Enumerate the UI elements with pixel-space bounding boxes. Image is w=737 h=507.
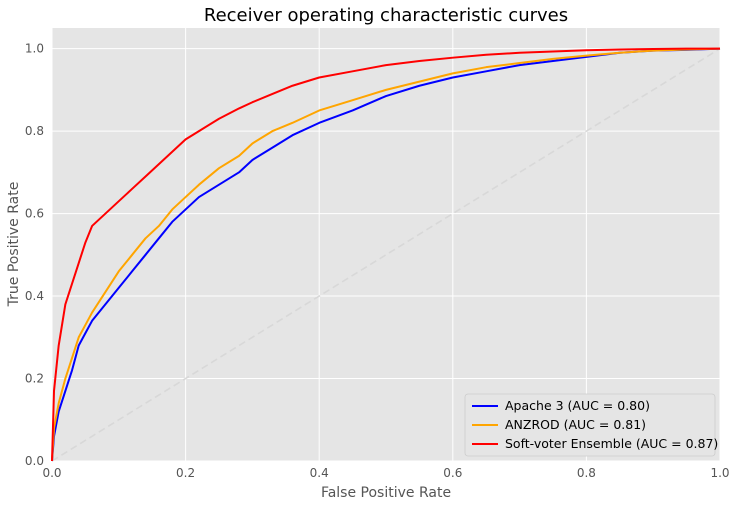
series-line-1 bbox=[51, 47, 721, 462]
x-tick-label: 0.2 bbox=[176, 466, 195, 480]
y-tick-labels: 0.0 0.2 0.4 0.6 0.8 1.0 bbox=[25, 42, 44, 468]
y-tick-label: 0.2 bbox=[25, 372, 44, 386]
series-line-0 bbox=[51, 47, 721, 462]
x-tick-label: 1.0 bbox=[710, 466, 729, 480]
legend-label: ANZROD (AUC = 0.81) bbox=[505, 417, 646, 432]
y-tick-label: 0.8 bbox=[25, 124, 44, 138]
y-tick-label: 1.0 bbox=[25, 42, 44, 56]
y-tick-label: 0.6 bbox=[25, 207, 44, 221]
legend-label: Soft-voter Ensemble (AUC = 0.87) bbox=[505, 436, 718, 451]
series-lines bbox=[51, 47, 721, 462]
x-axis-label: False Positive Rate bbox=[321, 485, 451, 501]
grid-lines bbox=[51, 28, 721, 462]
y-tick-label: 0.4 bbox=[25, 289, 44, 303]
x-tick-label: 0.6 bbox=[443, 466, 462, 480]
x-tick-labels: 0.0 0.2 0.4 0.6 0.8 1.0 bbox=[42, 466, 729, 480]
x-tick-label: 0.0 bbox=[42, 466, 61, 480]
y-axis-label: True Positive Rate bbox=[6, 182, 22, 308]
x-tick-label: 0.4 bbox=[310, 466, 329, 480]
y-tick-label: 0.0 bbox=[25, 454, 44, 468]
diagonal-reference-line bbox=[51, 47, 721, 462]
legend-box bbox=[464, 393, 716, 457]
x-tick-label: 0.8 bbox=[577, 466, 596, 480]
legend-label: Apache 3 (AUC = 0.80) bbox=[505, 398, 650, 413]
series-line-2 bbox=[51, 47, 720, 462]
legend: Apache 3 (AUC = 0.80) ANZROD (AUC = 0.81)… bbox=[464, 393, 718, 457]
plot-background bbox=[52, 28, 720, 461]
chart-title: Receiver operating characteristic curves bbox=[204, 5, 568, 26]
